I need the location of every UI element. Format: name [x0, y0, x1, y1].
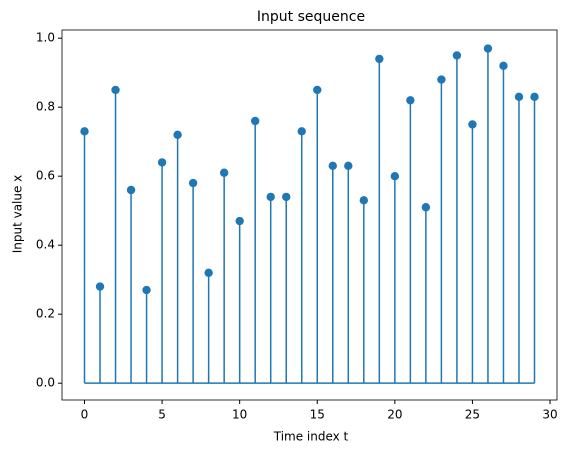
marker [282, 192, 291, 202]
marker [111, 85, 120, 95]
marker [468, 120, 477, 129]
marker [235, 216, 244, 226]
marker [344, 161, 353, 171]
marker [390, 171, 400, 181]
marker [126, 185, 136, 195]
x-tick-label: 0 [81, 408, 89, 422]
marker [95, 282, 105, 291]
marker [406, 96, 415, 105]
marker [80, 127, 89, 136]
marker [359, 196, 369, 205]
x-tick-label: 20 [387, 408, 402, 422]
x-tick-label: 30 [542, 408, 557, 422]
y-tick-label: 0.4 [36, 238, 55, 252]
marker [297, 127, 306, 136]
x-tick-label: 10 [232, 408, 247, 422]
y-axis-label: Input value x [11, 175, 25, 254]
marker [499, 61, 508, 70]
y-tick-label: 0.0 [36, 376, 55, 390]
marker [173, 130, 182, 139]
y-tick-label: 0.6 [36, 169, 55, 183]
marker [142, 285, 151, 295]
marker [219, 168, 229, 177]
marker [452, 51, 462, 60]
marker [530, 92, 539, 102]
chart-title: Input sequence [257, 9, 365, 25]
marker [514, 92, 524, 102]
marker [421, 203, 431, 212]
plot-frame [61, 29, 558, 401]
x-tick-label: 25 [465, 408, 480, 422]
x-tick-label: 5 [158, 408, 166, 422]
marker [266, 192, 275, 202]
marker [157, 158, 167, 167]
marker [437, 75, 446, 84]
y-tick-label: 0.8 [36, 100, 55, 114]
marker [204, 268, 213, 277]
y-tick-label: 1.0 [36, 31, 55, 45]
marker [250, 116, 260, 126]
marker [328, 161, 337, 171]
marker [483, 44, 493, 53]
x-axis-label: Time index t [273, 430, 349, 444]
y-tick-label: 0.2 [36, 307, 55, 321]
x-tick-label: 15 [310, 408, 325, 422]
marker [188, 178, 198, 188]
marker [313, 85, 322, 95]
marker [375, 54, 384, 64]
